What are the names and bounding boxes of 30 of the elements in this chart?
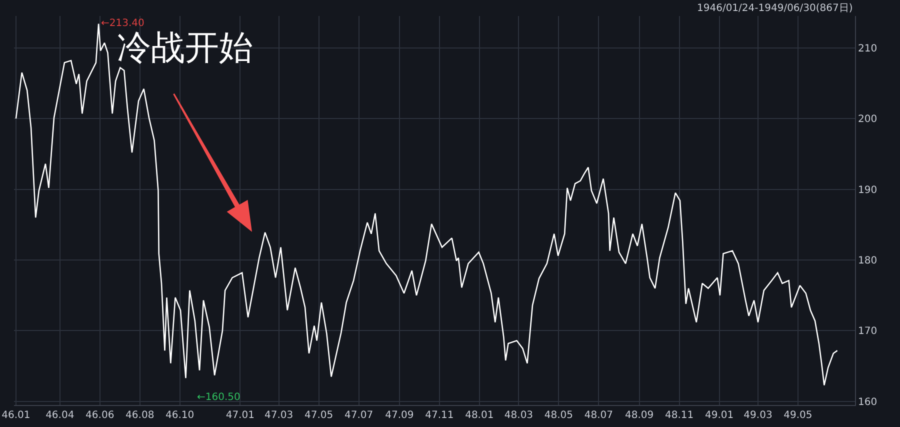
annotation: ←160.50 (197, 392, 240, 403)
x-tick-label: 47.05 (304, 410, 334, 421)
y-tick-label: 160 (858, 396, 878, 408)
text: 1946/01/24-1949/06/30(867日) (697, 3, 853, 14)
x-tick-label: 46.01 (2, 410, 30, 421)
x-tick-label: 48.01 (465, 410, 494, 421)
x-tick-label: 47.09 (385, 410, 414, 421)
x-tick-label: 48.05 (544, 410, 574, 421)
y-tick-label: 190 (858, 184, 878, 196)
x-tick-label: 46.04 (46, 410, 74, 421)
x-tick-label: 46.06 (86, 410, 114, 421)
x-tick-label: 48.03 (504, 410, 534, 421)
x-tick-label: 47.03 (264, 410, 294, 421)
x-tick-label: 46.10 (166, 410, 194, 421)
x-tick-label: 48.09 (625, 410, 654, 421)
x-tick-label: 48.11 (665, 410, 694, 421)
x-tick-label: 47.07 (344, 410, 374, 421)
x-tick-label: 49.01 (704, 410, 734, 421)
annotation: 冷战开始 (117, 28, 253, 68)
y-tick-label: 180 (858, 256, 878, 267)
x-tick-label: 48.07 (584, 410, 614, 421)
x-tick-label: 47.11 (425, 410, 454, 421)
y-tick-label: 200 (858, 114, 878, 126)
x-tick-label: 47.01 (226, 410, 254, 421)
y-tick-label: 170 (858, 326, 878, 338)
annotation: ←213.40 (101, 18, 144, 29)
x-tick-label: 49.05 (784, 410, 812, 421)
x-tick-label: 49.03 (744, 410, 772, 421)
y-tick-label: 210 (858, 43, 878, 54)
x-tick-label: 46.08 (126, 410, 154, 421)
